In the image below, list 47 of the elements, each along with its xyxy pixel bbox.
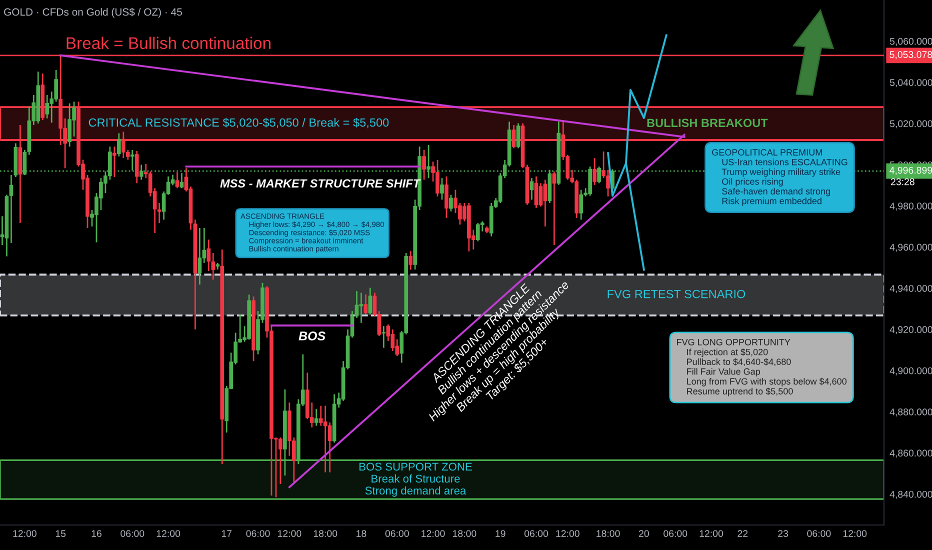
y-tick-label: 4,900.000 [890, 367, 932, 376]
ref-line-label: 5,053.078 [890, 51, 932, 60]
y-tick-label: 4,840.000 [890, 490, 932, 499]
x-tick-label: 15 [56, 530, 66, 537]
y-tick-label: 5,060.000 [890, 38, 932, 46]
y-tick-label: 4,860.000 [890, 450, 932, 458]
x-tick-label: 12:00 [556, 530, 580, 537]
x-tick-label: 06:00 [807, 530, 831, 537]
x-tick-label: 12:00 [700, 530, 724, 537]
x-tick-label: 22 [738, 530, 748, 537]
x-tick-label: 06:00 [385, 530, 409, 537]
x-tick-label: 06:00 [120, 530, 144, 537]
y-tick-label: 4,960.000 [890, 244, 932, 252]
x-tick-label: 12:00 [843, 530, 867, 537]
x-tick-label: 20 [639, 530, 649, 537]
annotation: BOS [298, 332, 326, 340]
x-tick-label: 18:00 [596, 530, 620, 537]
x-tick-label: 23 [778, 530, 788, 537]
annotation: Break = Bullish continuation [66, 36, 270, 50]
annotation: BULLISH BREAKOUT [647, 118, 768, 128]
annotation: GEOPOLITICAL PREMIUM US-Iran tensions ESCALATING Trump weighing military strike Oil prices rising Safe-haven demand strong Risk premium embedded [712, 149, 848, 206]
annotation: FVG LONG OPPORTUNITY If rejection at $5,020 Pullback to $4,640-$4,680 Fill Fair Value Gap Long from FVG with stops below $4,600 Resume uptrend to $5,500 [677, 338, 847, 396]
x-tick-label: 17 [222, 530, 232, 537]
x-tick-label: 06:00 [664, 530, 688, 537]
text: GOLD · CFDs on Gold (US$ / OZ) · 45 [4, 8, 182, 18]
x-tick-label: 12:00 [156, 530, 180, 537]
y-tick-label: 4,980.000 [890, 202, 932, 211]
x-tick-label: 16 [92, 530, 102, 537]
x-tick-label: 18 [356, 530, 366, 537]
band-label: BOS SUPPORT ZONE Break of Structure Strong demand area [359, 462, 472, 497]
y-tick-label: 5,040.000 [890, 79, 932, 88]
x-tick-label: 06:00 [524, 530, 548, 537]
x-tick-label: 18:00 [453, 530, 476, 537]
x-tick-label: 12:00 [422, 530, 445, 537]
x-tick-label: 12:00 [278, 530, 302, 537]
x-tick-label: 18:00 [314, 530, 338, 537]
y-tick-label: 4,940.000 [890, 284, 932, 293]
y-tick-label: 5,020.000 [890, 120, 932, 128]
x-tick-label: 19 [496, 530, 506, 537]
band-label: FVG RETEST SCENARIO [608, 290, 746, 298]
x-tick-label: 06:00 [246, 530, 270, 537]
ref-line-label: 4,996.899 [890, 166, 932, 175]
x-tick-label: 12:00 [13, 530, 36, 537]
band-label: CRITICAL RESISTANCE $5,020-$5,050 / Break = $5,500 [88, 118, 389, 128]
y-tick-label: 4,920.000 [890, 326, 932, 334]
y-tick-label: 4,880.000 [890, 408, 932, 417]
text: 23:28 [891, 178, 914, 186]
